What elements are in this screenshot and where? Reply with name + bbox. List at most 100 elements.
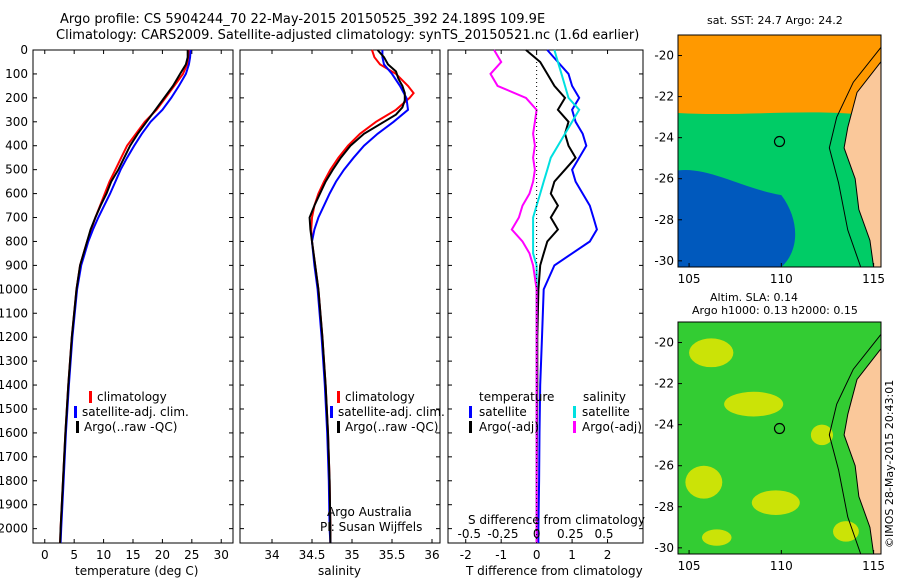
map-frame <box>677 34 882 268</box>
sla-high-region <box>724 391 784 417</box>
series-line-t-argo-adj- <box>525 49 577 543</box>
sst-map-title: sat. SST: 24.7 Argo: 24.2 <box>707 14 843 27</box>
x-tick-label: 0 <box>41 548 49 562</box>
lat-tick-label: -26 <box>654 172 674 186</box>
salinity-plot: 34 34.5 35 35.5 36 <box>264 49 440 562</box>
difference-legend: temperature satellite Argo(-adj) salinit… <box>468 390 645 527</box>
legend-swatch-climatology <box>89 391 92 403</box>
x-tick-label: -1 <box>495 548 507 562</box>
legend-label-s-satellite: satellite <box>582 405 630 419</box>
depth-tick-label: 1700 <box>0 450 28 464</box>
x-tick-label: 25 <box>184 548 199 562</box>
legend-label-t-satellite: satellite <box>479 405 527 419</box>
x-tick-label: 2 <box>604 548 612 562</box>
lat-tick-label: -24 <box>654 131 674 145</box>
s-tick-label: 0 <box>533 527 541 541</box>
lat-tick-label: -28 <box>654 500 674 514</box>
sla-high-region <box>751 490 800 515</box>
salinity-xlabel: salinity <box>318 564 361 578</box>
depth-tick-label: 1800 <box>0 474 28 488</box>
difference-panel-frame <box>447 49 644 544</box>
x-tick-label: 34 <box>264 548 279 562</box>
depth-tick-label: 1600 <box>0 426 28 440</box>
depth-tick-label: 0 <box>20 43 28 57</box>
sla-map-title-line-1: Altim. SLA: 0.14 <box>710 291 798 304</box>
lat-tick-label: -30 <box>654 541 674 555</box>
series-line-satellite-adj-clim- <box>310 50 410 544</box>
annotation-argo-australia: Argo Australia <box>327 505 412 519</box>
lon-tick-label: 105 <box>678 272 701 286</box>
depth-tick-label: 1000 <box>0 282 28 296</box>
series-line-argo-raw-qc- <box>59 50 189 544</box>
legend-label-s-argo: Argo(-adj) <box>582 420 642 434</box>
shelf-contour <box>828 47 882 268</box>
depth-tick-label: 300 <box>5 115 28 129</box>
legend-label-climatology: climatology <box>345 390 415 404</box>
depth-tick-label: 800 <box>5 234 28 248</box>
temperature-xlabel: temperature (deg C) <box>75 564 198 578</box>
difference-xlabel: T difference from climatology <box>465 564 643 578</box>
map-frame <box>677 321 882 555</box>
legend-label-satellite: satellite-adj. clim. <box>338 405 445 419</box>
shelf-contour <box>828 334 882 555</box>
series-line-satellite-adj-clim- <box>59 49 192 544</box>
legend-label-argo: Argo(..raw -QC) <box>84 420 177 434</box>
depth-tick-label: 700 <box>5 211 28 225</box>
x-tick-label: -2 <box>460 548 472 562</box>
sst-map: -20 -22 -24 -26 -28 -30 105 110 115 <box>654 34 885 286</box>
depth-tick-label: 600 <box>5 187 28 201</box>
legend-label-climatology: climatology <box>97 390 167 404</box>
temperature-legend: climatology satellite-adj. clim. Argo(..… <box>74 390 189 434</box>
series-line-t-satellite <box>537 49 598 543</box>
depth-tick-label: 1900 <box>0 498 28 512</box>
temperature-plot: 0 5 10 15 20 25 30 <box>41 49 229 562</box>
lat-tick-label: -20 <box>654 49 674 63</box>
depth-axis: 0 100 200 300 400 500 600 700 800 900 1000 1100 1200… <box>0 43 643 536</box>
legend-swatch-satellite <box>74 406 77 418</box>
x-tick-label: 10 <box>96 548 111 562</box>
credit-text: ©IMOS 28-May-2015 20:43:01 <box>883 380 896 548</box>
x-tick-label: 30 <box>214 548 229 562</box>
difference-plot: -2 -1 0 1 2 -0.5 -0.25 0 0.25 0.5 <box>458 49 614 562</box>
legend-swatch-t-argo <box>469 421 472 433</box>
sla-map: -20 -22 -24 -26 -28 -30 105 110 115 <box>654 321 885 573</box>
series-line-climatology <box>310 49 415 543</box>
depth-tick-label: 1500 <box>0 402 28 416</box>
legend-label-t-argo: Argo(-adj) <box>479 420 539 434</box>
s-tick-label: -0.25 <box>487 527 518 541</box>
depth-tick-label: 100 <box>5 67 28 81</box>
sla-high-region <box>701 529 732 546</box>
depth-tick-label: 900 <box>5 258 28 272</box>
depth-tick-label: 1100 <box>0 306 28 320</box>
sla-high-region <box>685 465 723 499</box>
depth-tick-label: 400 <box>5 139 28 153</box>
lat-tick-label: -24 <box>654 418 674 432</box>
legend-title-temperature: temperature <box>479 390 554 404</box>
title-line-2: Climatology: CARS2009. Satellite-adjuste… <box>56 28 640 43</box>
legend-swatch-s-satellite <box>573 406 576 418</box>
x-tick-label: 34.5 <box>299 548 326 562</box>
s-tick-label: -0.5 <box>458 527 481 541</box>
lat-tick-label: -30 <box>654 254 674 268</box>
legend-swatch-satellite <box>330 406 333 418</box>
lat-tick-label: -20 <box>654 336 674 350</box>
argo-float-marker <box>773 135 786 148</box>
s-difference-label: S difference from climatology <box>468 513 645 527</box>
s-tick-label: 0.25 <box>557 527 584 541</box>
salinity-legend: climatology satellite-adj. clim. Argo(..… <box>320 390 445 534</box>
depth-tick-label: 1400 <box>0 378 28 392</box>
lat-tick-label: -22 <box>654 377 674 391</box>
series-line-climatology <box>59 49 191 544</box>
x-tick-label: 15 <box>125 548 140 562</box>
warm-water-region <box>678 35 881 118</box>
annotation-pi: PI: Susan Wijffels <box>320 520 422 534</box>
sla-map-title-line-2: Argo h1000: 0.13 h2000: 0.15 <box>692 304 858 317</box>
lon-tick-label: 115 <box>862 272 885 286</box>
legend-swatch-s-argo <box>573 421 576 433</box>
legend-swatch-argo <box>76 421 79 433</box>
x-tick-label: 20 <box>155 548 170 562</box>
depth-tick-label: 1300 <box>0 354 28 368</box>
argo-float-marker <box>773 422 786 435</box>
x-tick-label: 1 <box>568 548 576 562</box>
